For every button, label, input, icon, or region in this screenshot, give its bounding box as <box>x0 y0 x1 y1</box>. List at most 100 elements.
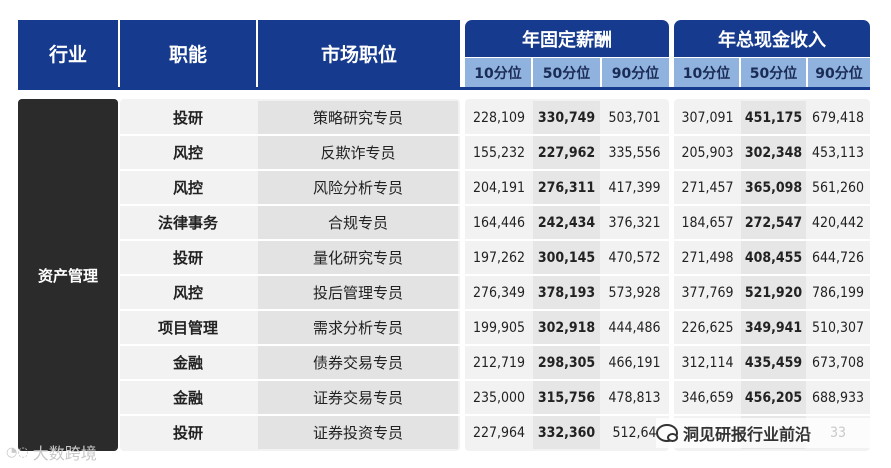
total-cash-cell-text: 644,726 <box>811 249 865 266</box>
fixed-pay-cell-text: 573,928 <box>608 284 661 301</box>
total-cash-cell-text: 456,205 <box>744 389 803 406</box>
function-cell-text: 投研 <box>172 249 203 267</box>
total-cash-cell: 365,098 <box>741 171 806 204</box>
fixed-pay-cell-text: 235,000 <box>472 389 526 406</box>
industry-cell: 资产管理 <box>18 99 118 451</box>
function-cell-text: 法律事务 <box>157 214 218 232</box>
fixed-pay-cell: 573,928 <box>602 276 667 309</box>
position-cell: 量化研究专员 <box>258 241 458 274</box>
row-divider <box>120 169 870 171</box>
fixed-pay-cell-text: 227,962 <box>537 144 596 161</box>
fixed-pay-cell: 417,399 <box>602 171 667 204</box>
total-cash-cell: 561,260 <box>808 171 868 204</box>
header-function: 职能 <box>120 20 256 87</box>
fixed-pay-cell: 478,813 <box>602 381 667 414</box>
total-cash-cell: 205,903 <box>676 136 739 169</box>
fixed-pay-cell-text: 212,719 <box>472 354 526 371</box>
position-cell: 策略研究专员 <box>258 101 458 134</box>
fixed-pay-cell: 330,749 <box>533 101 600 134</box>
header-total-cash-label: 年总现金收入 <box>718 29 826 51</box>
total-cash-cell: 408,455 <box>741 241 806 274</box>
fixed-pay-cell-text: 204,191 <box>472 179 526 196</box>
industry-label: 资产管理 <box>37 266 98 285</box>
total-cash-cell-text: 786,199 <box>811 284 865 301</box>
header-industry-label: 行业 <box>48 44 87 66</box>
fixed-pay-cell: 298,305 <box>533 346 600 379</box>
fixed-pay-cell-text: 199,905 <box>472 319 526 336</box>
position-cell: 投后管理专员 <box>258 276 458 309</box>
subheader-total-p90-label: 90分位 <box>815 65 863 82</box>
header-position: 市场职位 <box>258 20 460 87</box>
total-cash-cell: 451,175 <box>741 101 806 134</box>
row-divider <box>120 414 870 416</box>
subheader-total-p50-label: 50分位 <box>749 65 798 82</box>
watermark-right: 洞见研报行业前沿 <box>656 418 870 448</box>
position-cell: 反欺诈专员 <box>258 136 458 169</box>
fixed-pay-cell: 204,191 <box>467 171 531 204</box>
row-divider <box>120 379 870 381</box>
fixed-pay-cell-text: 335,556 <box>608 144 661 161</box>
header-fixed-pay-label: 年固定薪酬 <box>522 29 612 51</box>
total-cash-cell-text: 510,307 <box>811 319 865 336</box>
fixed-pay-cell-text: 466,191 <box>608 354 661 371</box>
function-cell: 投研 <box>122 101 254 134</box>
position-cell: 证券投资专员 <box>258 416 458 449</box>
total-cash-cell-text: 420,442 <box>811 214 865 231</box>
fixed-pay-cell-text: 298,305 <box>537 354 596 371</box>
total-cash-cell: 302,348 <box>741 136 806 169</box>
total-cash-cell: 456,205 <box>741 381 806 414</box>
fixed-pay-cell: 227,964 <box>467 416 531 449</box>
fixed-pay-cell-text: 376,321 <box>608 214 661 231</box>
total-cash-cell: 644,726 <box>808 241 868 274</box>
total-cash-cell-text: 365,098 <box>744 179 803 196</box>
fixed-pay-cell: 378,193 <box>533 276 600 309</box>
fixed-pay-cell: 235,000 <box>467 381 531 414</box>
row-divider <box>120 274 870 276</box>
function-cell-text: 投研 <box>172 109 203 127</box>
position-cell-text: 策略研究专员 <box>312 109 403 127</box>
header-fixed-pay: 年固定薪酬 <box>465 20 669 57</box>
fixed-pay-cell: 315,756 <box>533 381 600 414</box>
fixed-pay-cell: 335,556 <box>602 136 667 169</box>
total-cash-cell-text: 561,260 <box>811 179 865 196</box>
function-cell: 风控 <box>122 136 254 169</box>
subheader-fixed-p90: 90分位 <box>602 58 669 87</box>
position-cell-text: 合规专员 <box>327 214 388 232</box>
fixed-pay-cell: 164,446 <box>467 206 531 239</box>
fixed-pay-cell-text: 197,262 <box>472 249 526 266</box>
row-divider <box>120 134 870 136</box>
header-total-cash: 年总现金收入 <box>674 20 870 57</box>
fixed-pay-cell-text: 503,701 <box>608 109 661 126</box>
fixed-pay-cell: 197,262 <box>467 241 531 274</box>
total-cash-cell: 307,091 <box>676 101 739 134</box>
function-cell-text: 风控 <box>172 179 203 197</box>
fixed-pay-cell-text: 276,311 <box>537 179 596 196</box>
total-cash-cell-text: 673,708 <box>811 354 865 371</box>
total-cash-cell: 377,769 <box>676 276 739 309</box>
total-cash-cell-text: 307,091 <box>681 109 734 126</box>
fixed-pay-cell-text: 164,446 <box>472 214 526 231</box>
fixed-pay-cell-text: 276,349 <box>472 284 526 301</box>
total-cash-cell-text: 271,457 <box>681 179 734 196</box>
row-divider <box>120 204 870 206</box>
position-cell-text: 需求分析专员 <box>312 319 403 337</box>
total-cash-cell-text: 302,348 <box>744 144 803 161</box>
fixed-pay-cell-text: 512,64 <box>612 424 657 441</box>
total-cash-cell-text: 521,920 <box>744 284 803 301</box>
fixed-pay-cell: 332,360 <box>533 416 600 449</box>
watermark-logo-icon: ◔◌ <box>6 444 29 460</box>
function-cell-text: 项目管理 <box>157 319 218 337</box>
total-cash-cell: 420,442 <box>808 206 868 239</box>
fixed-pay-cell-text: 300,145 <box>537 249 596 266</box>
row-divider <box>120 239 870 241</box>
function-cell-text: 风控 <box>172 144 203 162</box>
function-cell: 投研 <box>122 416 254 449</box>
total-cash-cell-text: 377,769 <box>681 284 734 301</box>
total-cash-cell: 346,659 <box>676 381 739 414</box>
subheader-fixed-p90-label: 90分位 <box>611 65 660 82</box>
total-cash-cell: 688,933 <box>808 381 868 414</box>
position-cell-text: 量化研究专员 <box>312 249 403 267</box>
fixed-pay-cell-text: 227,964 <box>472 424 526 441</box>
watermark-right-text: 洞见研报行业前沿 <box>683 425 812 444</box>
subheader-total-p10: 10分位 <box>674 58 739 87</box>
